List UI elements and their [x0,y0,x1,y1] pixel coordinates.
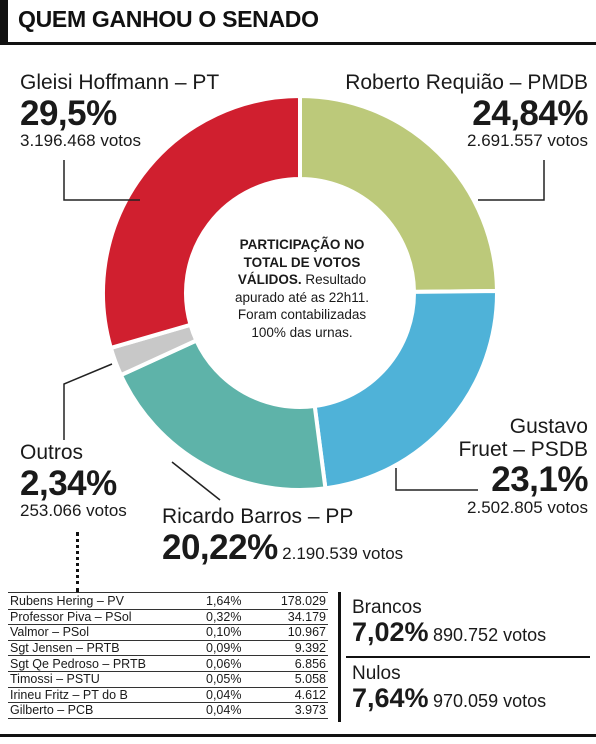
donut-slices [101,93,500,492]
brancos-votes: 890.752 votos [433,624,547,645]
section-divider [338,592,341,722]
candidate-votes: 3.196.468 votos [20,131,141,151]
candidate-name: Roberto Requião – PMDB [345,71,588,94]
page-title: QUEM GANHOU O SENADO [18,6,319,32]
candidate-name: Ricardo Barros – PP [162,505,354,528]
outros-votes: 3.973 [264,702,328,719]
center-note-bold: PARTICIPAÇÃO NO TOTAL DE VOTOS VÁLIDOS. [237,237,365,288]
candidate-pct: 20,22% [162,527,278,567]
outros-pct: 0,05% [204,671,264,688]
table-row: Rubens Hering – PV 1,64% 178.029 [8,594,328,610]
table-row: Valmor – PSol 0,10% 10.967 [8,624,328,641]
table-top-rule [8,592,328,593]
bottom-rule [0,734,596,737]
outros-name: Gilberto – PCB [8,702,204,719]
outros-votes: 178.029 [264,594,328,610]
outros-pct: 0,06% [204,655,264,672]
outros-pct: 0,04% [204,687,264,704]
label-pt: Gleisi Hoffmann – PT 29,5% 3.196.468 vot… [20,71,220,151]
outros-pct: 0,32% [204,609,264,626]
outros-name: Timossi – PSTU [8,671,204,688]
outros-votes: 5.058 [264,671,328,688]
outros-votes: 6.856 [264,655,328,672]
leader-line-pp [171,461,221,501]
leader-line-outros [63,363,113,440]
outros-pct: 0,04% [204,702,264,719]
outros-pct: 0,10% [204,624,264,641]
donut-slice [118,337,328,492]
brancos-label: Brancos [352,597,422,618]
outros-name: Valmor – PSol [8,624,204,641]
outros-table-body: Rubens Hering – PV 1,64% 178.029 Professor … [8,594,328,719]
label-pp: Ricardo Barros – PP 20,22% 2.190.539 vot… [162,505,404,567]
outros-name: Irineu Fritz – PT do B [8,687,204,704]
center-note-text: Resultado apurado até as 22h11. Foram co… [234,272,370,340]
table-row: Irineu Fritz – PT do B 0,04% 4.612 [8,687,328,704]
candidate-votes: 2.190.539 votos [282,543,404,563]
leader-lines [63,160,545,501]
table-row: Gilberto – PCB 0,04% 3.973 [8,702,328,719]
donut-slice [298,93,500,294]
brancos-block: Brancos 7,02% 890.752 votos [352,597,547,647]
leader-line-psdb [395,468,478,491]
candidate-name-line2: Fruet – PSDB [458,437,588,461]
candidate-pct: 29,5% [20,93,117,133]
nulos-votes: 970.059 votos [433,690,547,711]
candidate-name: Outros [20,441,84,464]
nulos-pct: 7,64% [352,682,429,713]
nulos-label: Nulos [352,663,401,684]
candidate-votes: 2.691.557 votos [467,131,588,151]
table-row: Sgt Jensen – PRTB 0,09% 9.392 [8,640,328,657]
candidate-name: Gleisi Hoffmann – PT [20,71,220,94]
label-psdb: Gustavo Fruet – PSDB 23,1% 2.502.805 vot… [458,415,588,518]
center-note: PARTICIPAÇÃO NO TOTAL DE VOTOS VÁLIDOS. … [222,236,382,341]
label-outros: Outros 2,34% 253.066 votos [20,441,127,521]
table-row: Timossi – PSTU 0,05% 5.058 [8,671,328,688]
outros-votes: 34.179 [264,609,328,626]
outros-dotted-connector [76,532,79,592]
donut-slice [312,288,499,491]
outros-pct: 1,64% [204,594,264,610]
outros-votes: 4.612 [264,687,328,704]
label-pmdb: Roberto Requião – PMDB 24,84% 2.691.557 … [345,71,588,151]
brancos-pct: 7,02% [352,616,429,647]
outros-name: Sgt Qe Pedroso – PRTB [8,655,204,672]
header: QUEM GANHOU O SENADO [0,0,596,45]
donut-slice [101,93,302,351]
outros-votes: 10.967 [264,624,328,641]
candidate-pct: 24,84% [472,93,588,133]
header-accent-bar [0,0,8,44]
candidate-name-line1: Gustavo [509,415,588,438]
outros-pct: 0,09% [204,640,264,657]
candidate-pct: 2,34% [20,463,117,503]
outros-name: Sgt Jensen – PRTB [8,640,204,657]
header-rule [0,42,596,45]
table-row: Professor Piva – PSol 0,32% 34.179 [8,609,328,626]
leader-line-pt [63,160,140,201]
outros-table: Rubens Hering – PV 1,64% 178.029 Professor … [8,594,328,719]
candidate-votes: 2.502.805 votos [467,498,588,518]
outros-name: Rubens Hering – PV [8,594,204,610]
brancos-nulos-rule [346,656,590,658]
outros-votes: 9.392 [264,640,328,657]
candidate-pct: 23,1% [491,460,588,500]
leader-line-pmdb [478,160,545,201]
candidate-votes: 253.066 votos [20,501,127,521]
outros-name: Professor Piva – PSol [8,609,204,626]
nulos-block: Nulos 7,64% 970.059 votos [352,663,547,713]
table-row: Sgt Qe Pedroso – PRTB 0,06% 6.856 [8,655,328,672]
